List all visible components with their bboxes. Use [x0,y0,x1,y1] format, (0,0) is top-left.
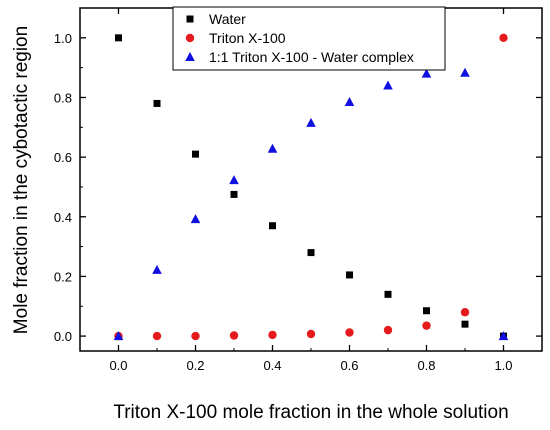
data-point-triangle [421,68,432,78]
y-axis-title: Mole fraction in the cybotactic region [11,26,32,334]
data-point-triangle [229,175,239,185]
data-point-circle [191,331,200,341]
legend-marker-square [186,15,194,23]
data-point-circle [268,330,277,340]
data-point-triangle [190,214,201,224]
data-point-square [307,249,315,257]
data-point-square [461,320,469,328]
legend-label: Triton X-100 [209,30,286,46]
y-tick-label: 1.0 [54,31,72,46]
data-point-square [423,307,430,315]
data-point-triangle [383,80,393,90]
data-point-circle [229,331,239,340]
legend-marker-triangle [185,52,195,61]
y-tick-label: 0.0 [54,329,72,344]
x-tick-label: 0.2 [186,358,204,373]
x-tick-label: 0.4 [263,358,281,373]
x-tick-label: 0.6 [340,358,358,373]
data-point-circle [460,308,470,317]
data-point-square [230,190,238,198]
x-tick-label: 1.0 [494,358,512,373]
x-axis: 0.0 0.2 0.4 0.6 0.8 1.0 [109,8,513,373]
data-point-square [192,150,199,158]
data-point-circle [306,329,316,339]
y-tick-label: 0.8 [54,90,72,105]
data-point-circle [422,321,431,330]
data-point-triangle [344,96,355,106]
legend-label: 1:1 Triton X-100 - Water complex [209,49,414,65]
data-point-triangle [152,264,162,274]
series-0 [115,34,507,340]
legend: Water Triton X-100 1:1 Triton X-100 - Wate… [172,6,446,71]
data-point-triangle [113,331,124,341]
data-point-circle [499,33,508,43]
data-point-square [384,290,392,298]
series-2 [113,67,509,341]
data-point-square [346,271,353,279]
data-point-triangle [498,331,509,341]
data-point-triangle [267,143,278,153]
data-point-circle [345,328,354,337]
data-point-square [269,222,276,230]
data-point-triangle [460,67,470,77]
x-tick-label: 0.0 [109,358,127,373]
data-point-square [115,34,122,42]
y-tick-label: 0.4 [54,210,72,225]
data-point-circle [383,325,393,335]
data-point-square [153,99,161,107]
data-points [113,33,509,341]
series-1 [114,33,508,341]
x-tick-label: 0.8 [417,358,435,373]
legend-box [172,6,446,71]
y-tick-label: 0.2 [54,269,72,284]
y-tick-label: 0.6 [54,150,72,165]
y-axis: 0.0 0.2 0.4 0.6 0.8 1.0 [54,31,542,344]
x-axis-title: Triton X-100 mole fraction in the whole … [113,402,508,423]
legend-marker-circle [185,33,195,43]
data-point-triangle [306,117,316,127]
legend-label: Water [209,11,246,27]
data-point-circle [152,331,162,341]
